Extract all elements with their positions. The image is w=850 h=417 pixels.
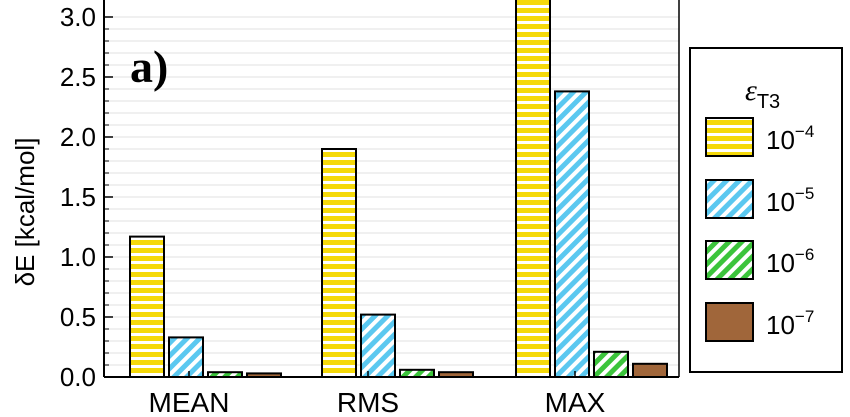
y-tick-label: 0.0 (60, 362, 96, 392)
bar-mean-series-1 (129, 235, 165, 378)
legend-swatch-1 (705, 117, 754, 157)
legend-entry-2: 10−5 (766, 184, 814, 217)
y-tick-label: 1.0 (60, 242, 96, 272)
bar-max-series-4 (632, 362, 668, 378)
bar-rms-series-2 (360, 313, 396, 379)
panel-label: a) (130, 41, 168, 92)
x-tick-label-max: MAX (545, 387, 606, 417)
bar-mean-series-2 (168, 336, 204, 378)
legend: εT3 10−4 10−5 10−6 10−7 (689, 47, 843, 373)
legend-title-symbol: ε (745, 74, 757, 107)
y-axis-label: δE [kcal/mol] (10, 138, 40, 287)
legend-swatch-2 (705, 179, 754, 219)
axes-group: 0.0 0.5 1.0 1.5 2.0 2.5 3.0 MEAN RMS MAX (60, 0, 680, 417)
grid-lines (104, 16, 679, 366)
y-tick-label: 2.5 (60, 62, 96, 92)
y-tick-label: 3.0 (60, 2, 96, 32)
legend-title-subscript: T3 (757, 91, 780, 113)
legend-entry-3: 10−6 (766, 245, 814, 278)
legend-entry-4: 10−7 (766, 307, 814, 340)
legend-swatch-3 (705, 240, 754, 280)
bar-max-series-1 (515, 0, 551, 378)
bar-max-series-3 (593, 350, 629, 378)
legend-entry-1: 10−4 (766, 122, 814, 155)
x-tick-label-rms: RMS (337, 387, 399, 417)
legend-swatch-4 (705, 302, 754, 342)
y-tick-label: 2.0 (60, 122, 96, 152)
bar-rms-series-1 (321, 148, 357, 378)
bar-max-series-2 (554, 90, 590, 379)
bars-group (129, 0, 668, 379)
y-tick-label: 1.5 (60, 182, 96, 212)
legend-title: εT3 (745, 74, 780, 113)
y-tick-label: 0.5 (60, 302, 96, 332)
bar-rms-series-3 (399, 368, 435, 378)
x-tick-label-mean: MEAN (149, 387, 230, 417)
